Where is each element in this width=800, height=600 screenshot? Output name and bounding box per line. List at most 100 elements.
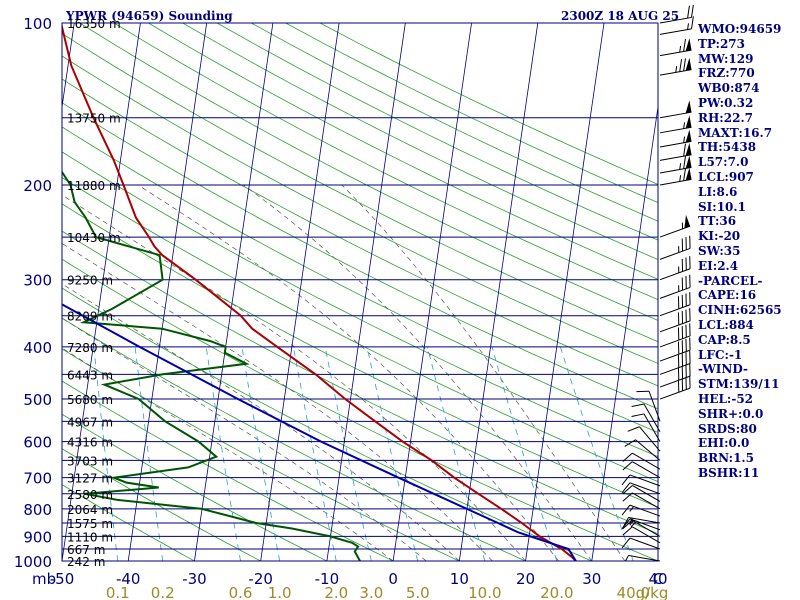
wind-barb: [659, 375, 691, 400]
index-item: HEL:-52: [698, 391, 754, 406]
wind-barb-staff: [643, 403, 661, 432]
wind-barb-staff: [629, 504, 661, 517]
wind-barb-staff: [635, 439, 661, 461]
height-label: 2064 m: [67, 503, 113, 517]
dry-adiabat: [62, 33, 658, 343]
index-item: EI:2.4: [698, 258, 739, 273]
wind-barb-flag: [683, 168, 686, 181]
wind-barb: [659, 350, 691, 375]
wind-barb-staff: [659, 363, 691, 375]
mixing-ratio-label: 5.0: [406, 584, 430, 600]
isotherm: [392, 23, 472, 561]
wind-barb-flag: [622, 517, 629, 529]
dry-adiabat: [62, 287, 593, 561]
pressure-label: 700: [23, 470, 52, 488]
dry-adiabat: [62, 126, 658, 433]
wind-barb: [659, 337, 691, 362]
isotherm: [62, 23, 75, 110]
wind-barb: [659, 143, 692, 161]
wind-barb: [621, 482, 661, 495]
wind-barb-half-flag: [675, 66, 678, 73]
wind-barb-staff: [629, 474, 661, 487]
wind-barb-pennant: [685, 115, 692, 129]
temperature-tick-label: 30: [582, 570, 601, 588]
isotherm: [0, 11, 10, 572]
pressure-label: 800: [23, 501, 52, 519]
wind-barb-staff: [659, 335, 691, 348]
wind-barb-staff: [629, 518, 661, 531]
wind-barb-half-flag: [679, 175, 682, 182]
wind-barb: [622, 461, 661, 479]
isotherm: [260, 23, 340, 561]
stability-index-panel: WMO:94659 TP:273 MW:129 FRZ:770 WB0:874 PW:0.…: [698, 22, 798, 481]
wind-barb-pennant: [684, 214, 691, 229]
wind-barb: [659, 235, 691, 260]
wind-barb-staff: [632, 452, 661, 470]
height-label: 16350 m: [67, 17, 121, 31]
index-item: STM:139/11: [698, 377, 780, 392]
dry-adiabat: [62, 348, 461, 561]
wind-barb-staff: [659, 111, 692, 119]
mixing-ratio-label: 2.0: [324, 584, 348, 600]
wind-barb-pennant: [685, 155, 692, 169]
wind-barb-flag: [621, 482, 631, 494]
wind-barb-staff: [659, 349, 691, 362]
wind-barb-half-flag: [679, 163, 682, 170]
wind-barb: [621, 504, 661, 517]
dry-adiabat: [62, 230, 658, 535]
dry-adiabat: [62, 78, 658, 387]
height-label: 3127 m: [67, 472, 113, 486]
wind-barb: [659, 100, 692, 119]
index-item: PW:0.32: [698, 95, 754, 110]
temperature-tick-label: 0: [388, 570, 398, 588]
index-item: KI:-20: [698, 229, 741, 244]
pressure-label: 600: [23, 434, 52, 452]
isotherm: [194, 23, 274, 561]
wind-barb: [622, 485, 661, 502]
wind-barb-pennant: [685, 100, 692, 114]
pressure-label: 300: [23, 272, 52, 290]
pressure-label: 500: [23, 391, 52, 409]
index-item: MAXT:16.7: [698, 125, 773, 140]
dry-adiabat: [62, 484, 196, 561]
temperature-tick-label: 20: [516, 570, 535, 588]
index-item: LFC:-1: [698, 347, 743, 362]
wind-barb-flag: [691, 4, 694, 18]
wind-barb: [659, 292, 691, 317]
dry-adiabat: [62, 55, 658, 364]
mixing-ratio-label: 10.0: [468, 584, 501, 600]
wind-barb-pennant: [685, 143, 692, 156]
moist-adiabat: [341, 184, 626, 561]
height-label: 4967 m: [67, 415, 113, 429]
wind-barb-staff: [659, 304, 691, 317]
wind-barb-staff: [659, 16, 692, 24]
wind-barb: [659, 115, 692, 134]
mixing-ratio-line: [241, 346, 281, 561]
wind-barb: [627, 426, 661, 452]
index-item: FRZ:770: [698, 66, 755, 81]
plot-frame: [61, 22, 659, 562]
index-item: L57:7.0: [698, 155, 749, 170]
wind-barb: [659, 38, 692, 57]
wind-barb: [622, 492, 661, 510]
wind-barb-flag: [622, 485, 633, 495]
dry-adiabat: [62, 448, 262, 561]
wind-barb-pennant: [685, 38, 692, 52]
wind-barb: [659, 323, 691, 348]
dry-adiabat: [62, 102, 658, 410]
wind-barb: [659, 57, 692, 76]
wind-barb-staff: [629, 537, 661, 550]
wind-barb-staff: [659, 178, 692, 186]
wind-barb-half-flag: [629, 506, 635, 512]
height-label: 11880 m: [67, 179, 121, 193]
index-item: SW:35: [698, 243, 741, 258]
wind-barb-staff: [659, 387, 691, 400]
mixing-ratio-label: 0.2: [151, 584, 175, 600]
mixing-ratio-line: [293, 346, 337, 561]
mixing-ratio-line: [491, 346, 558, 561]
index-item: TP:273: [698, 36, 746, 51]
dry-adiabat: [62, 317, 527, 561]
profile-line-1: [62, 23, 577, 561]
height-label: 13750 m: [67, 112, 121, 126]
mixing-ratio-label: 20.0: [540, 584, 573, 600]
